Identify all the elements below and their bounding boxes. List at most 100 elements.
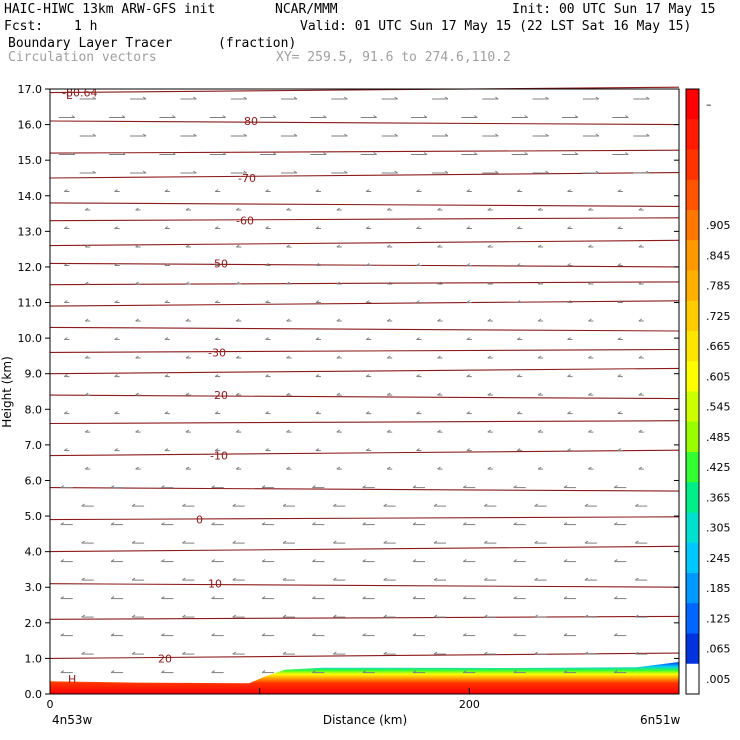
circulation-vector-head (182, 503, 186, 507)
circulation-vector-head (567, 411, 571, 415)
circulation-vector-head (312, 485, 316, 489)
circulation-vector-head (131, 503, 136, 507)
circulation-vector-head (135, 244, 139, 248)
circulation-vector-head (567, 337, 571, 340)
circulation-vector-head (110, 559, 115, 563)
colorbar-swatch (686, 240, 699, 271)
y-tick-label: 8.0 (25, 403, 43, 416)
contour-label: -10 (210, 450, 228, 463)
circulation-vector-head (495, 133, 499, 137)
circulation-vector-head (416, 263, 420, 266)
colorbar-label: .605 (706, 370, 731, 383)
circulation-vector-head (513, 559, 517, 563)
circulation-vector-head (211, 522, 215, 526)
circulation-vector-head (362, 596, 366, 600)
circulation-vector-head (344, 96, 348, 100)
circulation-vector-head (567, 374, 571, 378)
circulation-vector-head (135, 392, 139, 396)
circulation-vector-head (437, 466, 441, 470)
circulation-vector-head (161, 633, 165, 637)
circulation-vector-head (185, 392, 190, 396)
y-tick-label: 0.0 (25, 688, 43, 701)
colorbar-frame (685, 88, 700, 695)
circulation-vector-head (172, 115, 176, 118)
circulation-vector-head (265, 374, 269, 378)
circulation-vector-head (64, 226, 68, 229)
circulation-vector-head (286, 392, 290, 396)
circulation-vector-head (595, 170, 600, 174)
circulation-vector-head (135, 207, 139, 211)
circulation-vector-head (92, 96, 96, 100)
circulation-vector-head (563, 522, 568, 526)
init-time: Init: 00 UTC Sun 17 May 15 (512, 2, 716, 17)
circulation-vector-head (567, 448, 571, 452)
circulation-vector-head (487, 392, 492, 396)
temperature-contour (49, 545, 680, 553)
circulation-vector-head (161, 522, 165, 526)
circulation-vector-head (211, 670, 215, 674)
circulation-vector-head (638, 466, 643, 470)
temperature-contour (49, 583, 680, 588)
circulation-vector-head (646, 96, 650, 100)
vector-name: Circulation vectors (8, 50, 157, 65)
temperature-contour (49, 326, 680, 332)
temperature-contour (49, 149, 680, 154)
circulation-vector-head (638, 281, 643, 285)
circulation-vector-head (333, 540, 337, 544)
colorbar-label: .245 (706, 552, 731, 565)
circulation-vector-head (235, 244, 240, 248)
circulation-vector-head (172, 152, 176, 155)
y-tick-label: 11.0 (18, 297, 43, 310)
circulation-vector-head (416, 337, 420, 340)
colorbar-label: .065 (706, 643, 731, 656)
circulation-vector-head (235, 355, 240, 359)
circulation-vector-head (315, 411, 320, 415)
circulation-vector-head (567, 226, 571, 229)
xy-range: XY= 259.5, 91.6 to 274.6,110.2 (276, 50, 511, 65)
circulation-vector-head (312, 670, 316, 674)
circulation-vector-head (386, 355, 391, 359)
circulation-vector-head (617, 189, 622, 192)
temperature-contour (49, 449, 680, 457)
colorbar-label: .305 (706, 522, 731, 535)
circulation-vector-head (84, 392, 89, 396)
y-tick-label: 14.0 (18, 190, 43, 203)
circulation-vector-head (265, 448, 269, 452)
circulation-vector-head (164, 411, 169, 415)
contour-label: -50 (210, 257, 228, 270)
colorbar-swatch (686, 421, 699, 453)
circulation-vector-head (423, 115, 428, 118)
circulation-vector-head (365, 374, 370, 378)
circulation-vector-head (463, 559, 467, 563)
circulation-vector-head (588, 429, 592, 433)
high-marker: H (68, 673, 76, 686)
circulation-vector-head (433, 540, 438, 544)
circulation-vector-head (214, 226, 219, 229)
y-tick-label: 17.0 (18, 83, 43, 96)
circulation-vector-head (282, 651, 287, 655)
temperature-contour (49, 367, 680, 375)
circulation-vector-head (574, 152, 579, 155)
circulation-vector-head (638, 392, 643, 396)
circulation-vector-head (437, 355, 441, 359)
y-tick-label: 15.0 (18, 154, 43, 167)
temperature-contour (49, 217, 680, 222)
circulation-vector-head (383, 540, 387, 544)
circulation-vector-head (516, 448, 521, 452)
colorbar-swatch (686, 542, 699, 574)
circulation-vector-head (466, 374, 471, 378)
temperature-contour (49, 615, 680, 620)
circulation-vector-head (638, 207, 643, 211)
circulation-vector-head (261, 522, 266, 526)
colorbar-swatch (686, 663, 699, 695)
circulation-vector-head (164, 374, 169, 378)
circulation-vector-head (60, 485, 65, 489)
circulation-vector-head (625, 115, 629, 118)
circulation-vector-head (444, 170, 449, 174)
circulation-vector-head (412, 485, 417, 489)
circulation-vector-head (323, 152, 327, 155)
colorbar-swatch (686, 452, 699, 483)
circulation-vector-head (235, 429, 240, 433)
circulation-vector-head (336, 392, 341, 396)
field-units: (fraction) (218, 36, 297, 51)
